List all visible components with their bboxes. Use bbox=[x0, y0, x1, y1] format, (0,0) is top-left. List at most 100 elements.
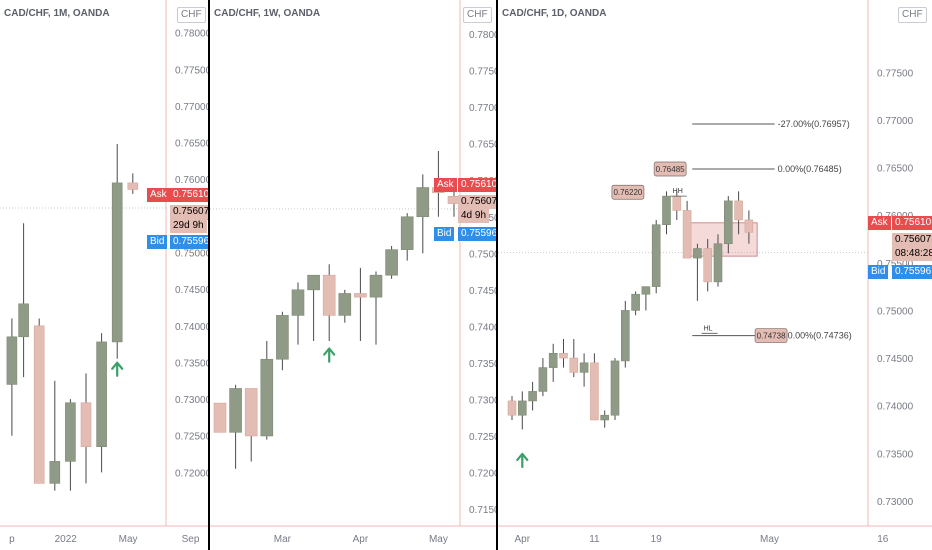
ask-price: 0.75610 bbox=[458, 178, 497, 192]
price-label-box bbox=[653, 161, 687, 177]
price-tick-label: 0.76500 bbox=[469, 140, 497, 151]
price-tick-label: 0.73500 bbox=[469, 359, 497, 370]
time-tick-label: May bbox=[429, 534, 448, 545]
candle-up bbox=[610, 360, 620, 416]
price-tick-label: 0.75000 bbox=[469, 249, 497, 260]
time-tick-label: 16 bbox=[877, 534, 889, 545]
time-tick-label: 2022 bbox=[55, 534, 78, 545]
price-tick-label: 0.74500 bbox=[175, 285, 209, 296]
candle-up bbox=[291, 289, 305, 316]
up-arrow-icon bbox=[516, 452, 529, 469]
price-tick-label: 0.77000 bbox=[469, 103, 497, 114]
candle-up bbox=[528, 391, 537, 402]
pane-divider[interactable] bbox=[496, 0, 498, 550]
candle-up bbox=[641, 286, 651, 295]
swing-annotation: HH bbox=[673, 188, 683, 195]
price-tick-label: 0.73000 bbox=[469, 395, 497, 406]
candle-up bbox=[600, 414, 609, 421]
candle-down bbox=[507, 400, 517, 416]
candle-up bbox=[579, 362, 589, 373]
up-arrow-icon bbox=[111, 361, 124, 377]
price-tick-label: 0.75500 bbox=[877, 259, 914, 270]
price-tick-label: 0.74000 bbox=[469, 322, 497, 333]
candle-up bbox=[724, 200, 733, 245]
candle-down bbox=[590, 362, 599, 421]
candle-up bbox=[96, 341, 107, 448]
time-tick-label: Apr bbox=[353, 534, 369, 545]
up-arrow-icon bbox=[323, 347, 336, 363]
candle-down bbox=[80, 402, 92, 448]
time-tick-label: 11 bbox=[589, 534, 600, 545]
currency-button[interactable]: CHF bbox=[463, 7, 492, 23]
bid-price: 0.75596 bbox=[892, 265, 932, 279]
candle-up bbox=[416, 187, 430, 218]
candle-down bbox=[559, 353, 568, 359]
pane-weekly[interactable]: 0.71500 0.72000 0.72500 0.73000 0.73500 0.740… bbox=[210, 0, 497, 550]
chart-daily[interactable]: 0.73000 0.73500 0.74000 0.74500 0.75000 0.755… bbox=[498, 0, 932, 550]
bar-countdown: 08:48:28 bbox=[892, 247, 932, 261]
ask-price: 0.75610 bbox=[170, 188, 209, 202]
bid-price: 0.75596 bbox=[458, 227, 497, 241]
time-tick-label: Mar bbox=[274, 534, 292, 545]
candle-down bbox=[127, 182, 139, 190]
candle-up bbox=[18, 303, 29, 338]
chart-title: CAD/CHF, 1D, OANDA bbox=[502, 8, 607, 19]
price-tick-label: 0.75000 bbox=[175, 249, 209, 260]
price-tick-label: 0.78000 bbox=[469, 30, 497, 41]
price-label-box bbox=[611, 184, 645, 200]
candle-up bbox=[651, 224, 661, 287]
price-tick-label: 0.74000 bbox=[877, 402, 914, 413]
candle-down bbox=[734, 200, 743, 221]
candle-up bbox=[229, 388, 242, 433]
chart-title: CAD/CHF, 1W, OANDA bbox=[214, 8, 321, 19]
candle-up bbox=[276, 315, 289, 360]
candle-up bbox=[385, 249, 398, 276]
bid-label: Bid bbox=[434, 227, 455, 241]
candle-up bbox=[548, 353, 558, 368]
candle-down bbox=[244, 388, 258, 437]
mid-price: 0.75607 bbox=[892, 233, 932, 247]
pane-divider[interactable] bbox=[208, 0, 210, 550]
fib-level-label: -27.00%(0.76957) bbox=[778, 119, 850, 129]
candle-down bbox=[744, 219, 754, 233]
candle-up bbox=[538, 367, 548, 392]
time-tick-label: Apr bbox=[515, 534, 531, 545]
mid-price: 0.75607 bbox=[458, 195, 497, 209]
time-tick-label: 19 bbox=[651, 534, 663, 545]
candle-up bbox=[260, 358, 274, 437]
price-tick-label: 0.74000 bbox=[175, 322, 209, 333]
time-tick-label: Sep bbox=[182, 534, 200, 545]
pane-monthly[interactable]: 0.72000 0.72500 0.73000 0.73500 0.74000 0.745… bbox=[0, 0, 209, 550]
up-arrow-icon-path bbox=[323, 347, 336, 363]
candle-up bbox=[713, 243, 723, 283]
price-label-text: 0.74738 bbox=[757, 332, 786, 341]
candle-down bbox=[354, 293, 367, 298]
bid-price: 0.75596 bbox=[170, 235, 209, 249]
time-tick-label: May bbox=[119, 534, 138, 545]
price-tick-label: 0.72000 bbox=[469, 469, 497, 480]
price-tick-label: 0.74500 bbox=[877, 354, 914, 365]
price-tick-label: 0.77000 bbox=[877, 116, 914, 127]
currency-button[interactable]: CHF bbox=[898, 7, 927, 23]
candle-up bbox=[662, 195, 671, 226]
chart-monthly[interactable]: 0.72000 0.72500 0.73000 0.73500 0.74000 0.745… bbox=[0, 0, 209, 550]
ask-label: Ask bbox=[147, 188, 170, 202]
currency-button[interactable]: CHF bbox=[177, 7, 206, 23]
candle-up bbox=[338, 293, 352, 316]
pane-daily[interactable]: 0.73000 0.73500 0.74000 0.74500 0.75000 0.755… bbox=[498, 0, 932, 550]
candle-down bbox=[213, 402, 227, 433]
price-tick-label: 0.71500 bbox=[469, 505, 497, 516]
chart-title: CAD/CHF, 1M, OANDA bbox=[4, 8, 110, 19]
bid-label: Bid bbox=[147, 235, 168, 249]
candle-down bbox=[33, 325, 45, 484]
price-label-text: 0.76220 bbox=[613, 188, 642, 197]
mid-price: 0.75607 bbox=[170, 205, 209, 219]
price-tick-label: 0.73000 bbox=[175, 395, 209, 406]
candle-down bbox=[672, 195, 682, 211]
chart-weekly[interactable]: 0.71500 0.72000 0.72500 0.73000 0.73500 0.740… bbox=[210, 0, 497, 550]
candle-down bbox=[682, 210, 692, 259]
time-tick-label: p bbox=[9, 534, 15, 545]
price-tick-label: 0.77500 bbox=[877, 68, 914, 79]
price-tick-label: 0.73500 bbox=[877, 449, 914, 460]
candle-up bbox=[65, 402, 76, 462]
